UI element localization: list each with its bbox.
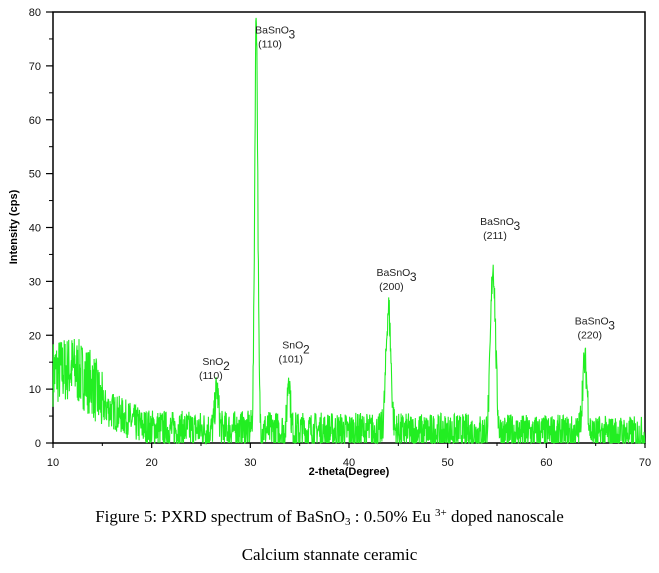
y-tick-label: 40 [29, 223, 41, 235]
peak-compound-label: BaSnO [255, 25, 289, 37]
peak-compound-subscript: 3 [289, 28, 296, 42]
peak-hkl-label: (101) [279, 354, 304, 366]
y-tick-label: 50 [29, 169, 41, 181]
caption-mid: : 0.50% Eu [350, 507, 436, 526]
x-tick-label: 20 [146, 457, 158, 469]
peak-annotation: BaSnO 3 (211) [480, 216, 520, 242]
peak-compound-subscript: 2 [303, 343, 310, 357]
peak-compound-label: SnO [282, 340, 303, 352]
annotation-layer: BaSnO 3(110)SnO 2(110)SnO 2(101)BaSnO 3(200)… [199, 25, 615, 382]
peak-hkl-label: (110) [199, 370, 223, 382]
plot-frame [52, 11, 646, 444]
plot-border [52, 11, 646, 444]
peak-annotation: BaSnO 3 (220) [575, 315, 615, 341]
peak-hkl-label: (211) [483, 230, 507, 242]
peak-compound-subscript: 3 [608, 318, 615, 332]
peak-compound-subscript: 3 [514, 219, 521, 233]
peak-hkl-label: (200) [379, 281, 404, 293]
peak-compound-subscript: 3 [410, 270, 417, 284]
peak-compound-label: SnO [202, 356, 223, 368]
x-tick-label: 40 [343, 457, 355, 469]
x-tick-label: 70 [639, 457, 651, 469]
peak-hkl-label: (220) [577, 329, 602, 341]
caption-prefix: Figure 5: PXRD spectrum of BaSnO [95, 507, 345, 526]
caption-subscript: 3 [344, 516, 351, 528]
peak-compound-label: BaSnO [575, 315, 609, 327]
peak-compound-subscript: 2 [223, 359, 230, 373]
figure-caption-line1: Figure 5: PXRD spectrum of BaSnO3 : 0.50… [0, 507, 659, 528]
figure-caption-line2: Calcium stannate ceramic [241, 545, 418, 564]
peak-compound-label: BaSnO [480, 216, 514, 228]
y-axis-title: Intensity (cps) [8, 189, 20, 264]
peak-hkl-label: (110) [258, 39, 282, 51]
caption-suffix: doped nanoscale [446, 507, 564, 526]
peak-annotation: BaSnO 3 (200) [376, 267, 416, 293]
y-tick-label: 70 [29, 61, 41, 73]
y-tick-label: 0 [35, 438, 41, 450]
y-tick-label: 10 [29, 384, 41, 396]
x-tick-label: 60 [540, 457, 552, 469]
y-tick-label: 60 [29, 115, 41, 127]
x-axis-title: 2-theta(Degree) [309, 466, 390, 478]
y-tick-label: 30 [29, 276, 41, 288]
series-layer [52, 17, 646, 445]
peak-compound-label: BaSnO [376, 267, 410, 279]
x-tick-label: 30 [244, 457, 256, 469]
x-tick-label: 50 [442, 457, 454, 469]
y-tick-label: 20 [29, 330, 41, 342]
x-tick-label: 10 [47, 457, 59, 469]
xrd-series-line [52, 17, 646, 445]
caption-superscript: 3+ [435, 507, 447, 519]
peak-annotation: BaSnO 3 (110) [255, 25, 295, 51]
peak-annotation: SnO 2(101) [279, 340, 311, 366]
axes-layer: 10 20 30 40 50 60 70 0 10 20 30 40 50 60 70 80 [29, 7, 651, 469]
peak-annotation: SnO 2(110) [199, 356, 230, 382]
y-tick-label: 80 [29, 7, 41, 19]
